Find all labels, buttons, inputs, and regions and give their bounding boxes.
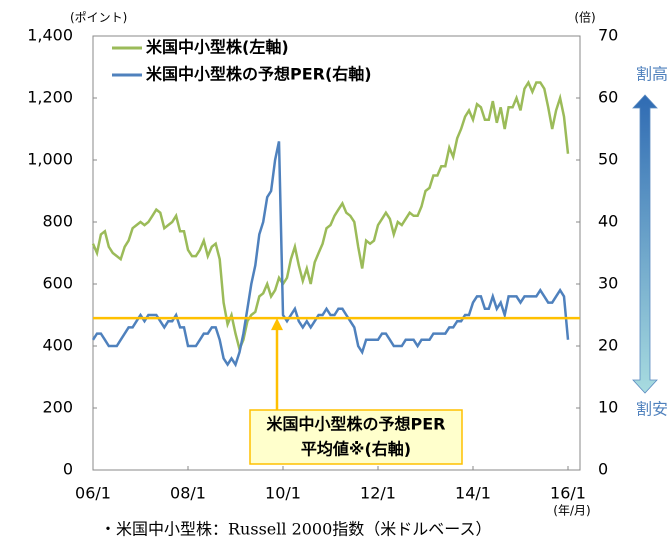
y-tick-label: 1,000 [27,150,73,169]
series-line [91,141,570,368]
y2-tick-label: 50 [598,150,618,169]
plot-frame [92,35,581,471]
y2-tick-label: 40 [598,212,618,231]
y2-unit: (倍) [574,10,595,25]
footnote: ・米国中小型株：Russell 2000指数（米ドルベース） [100,520,491,539]
y2-tick-label: 10 [598,398,618,417]
series-line [91,79,570,354]
x-tick-label: 16/1 [550,484,586,503]
y-tick-label: 400 [42,336,73,355]
annotation-arrowhead [271,318,283,331]
y-unit: (ポイント) [70,11,127,25]
y2-tick-label: 0 [598,460,608,479]
legend-label: 米国中小型株の予想PER(右軸) [146,65,372,84]
x-tick-label: 10/1 [265,484,301,503]
y-tick-label: 0 [63,460,73,479]
valuation-arrow [632,94,658,394]
x-unit: (年/月) [553,504,590,518]
y-tick-label: 800 [42,212,73,231]
x-tick-label: 06/1 [75,484,111,503]
x-tick-label: 08/1 [170,484,206,503]
x-tick-label: 12/1 [360,484,396,503]
y-tick-label: 1,200 [27,88,73,107]
y2-tick-label: 60 [598,88,618,107]
y2-tick-label: 20 [598,336,618,355]
x-tick-label: 14/1 [455,484,491,503]
legend-label: 米国中小型株(左軸) [146,38,289,57]
y2-tick-label: 70 [598,26,618,45]
annotation-box [249,409,463,465]
y-tick-label: 200 [42,398,73,417]
y2-tick-label: 30 [598,274,618,293]
y-tick-label: 600 [42,274,73,293]
y-tick-label: 1,400 [27,26,73,45]
side-top: 割高 [636,65,668,84]
annotation-text: 平均値※(右軸) [301,440,411,459]
side-bottom: 割安 [636,400,668,419]
annotation-text: 米国中小型株の予想PER [267,415,446,434]
